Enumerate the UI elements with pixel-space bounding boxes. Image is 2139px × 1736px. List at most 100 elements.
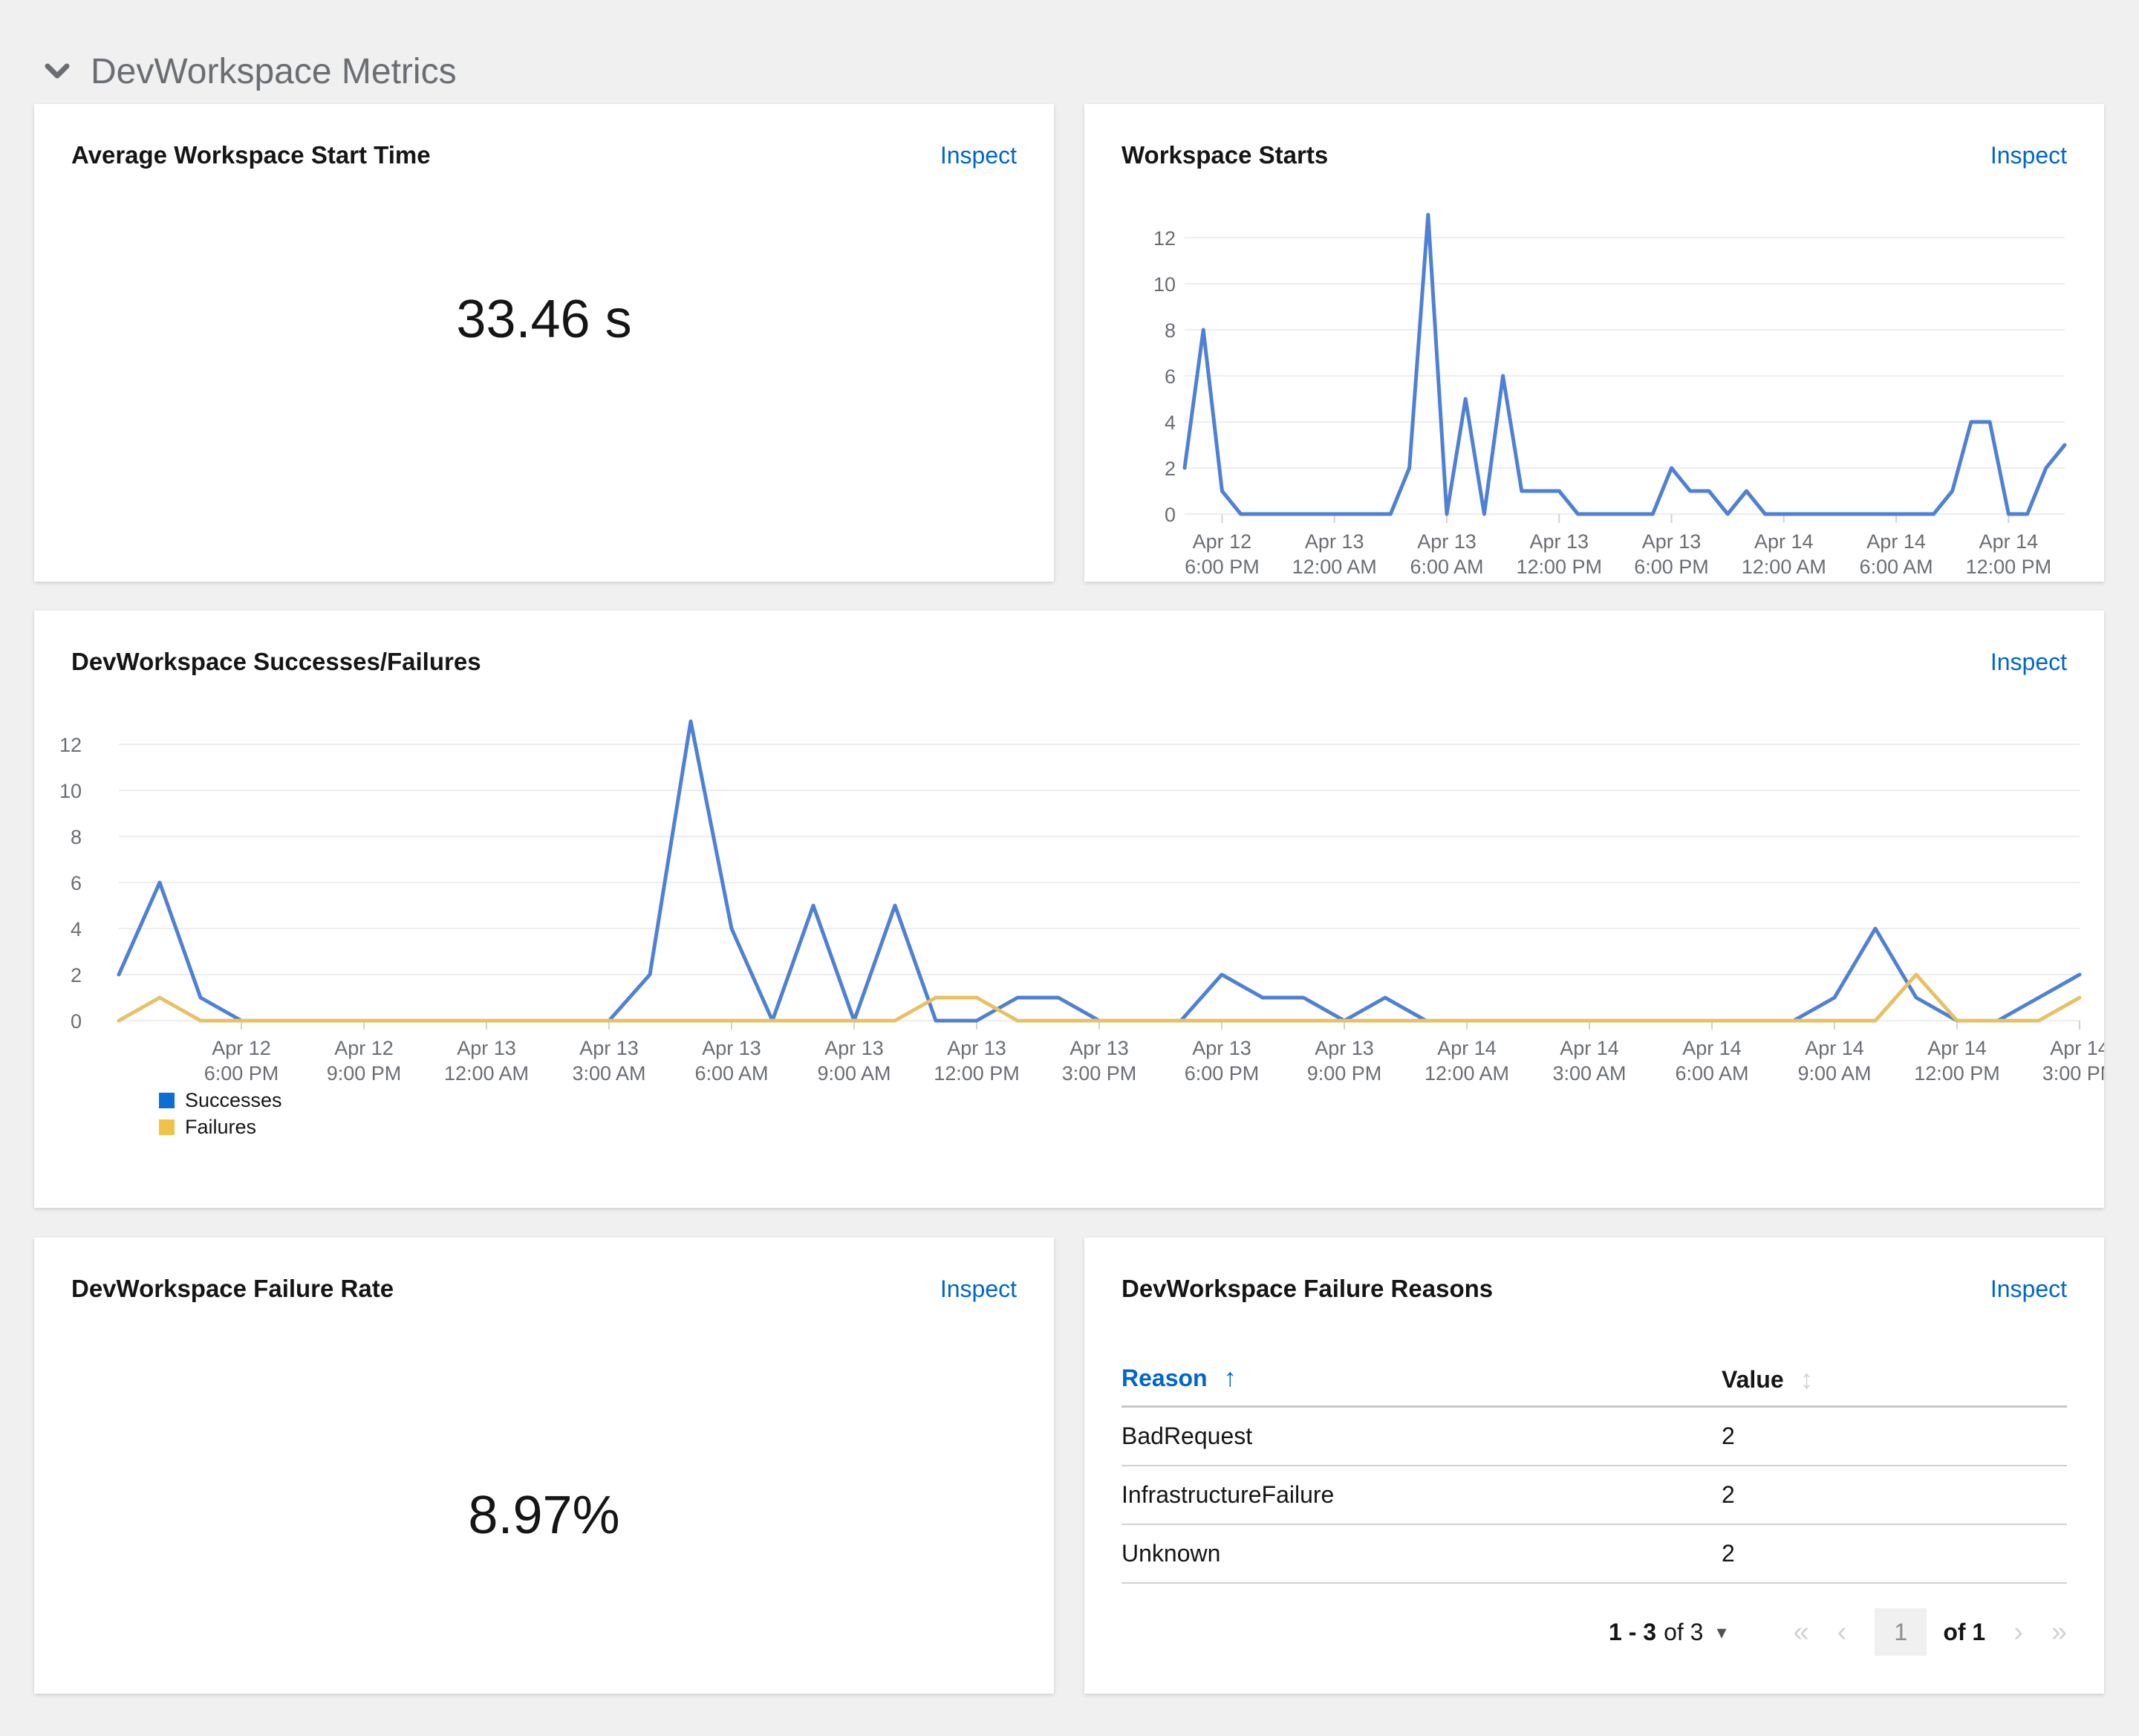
svg-text:6:00 PM: 6:00 PM	[204, 1062, 279, 1085]
card-title: DevWorkspace Failure Rate	[71, 1275, 394, 1302]
svg-text:Apr 14: Apr 14	[1805, 1037, 1864, 1059]
svg-text:9:00 AM: 9:00 AM	[1797, 1062, 1871, 1085]
pagination-range: 1 - 3	[1609, 1618, 1657, 1645]
inspect-link[interactable]: Inspect	[1990, 1275, 2067, 1302]
svg-text:6:00 AM: 6:00 AM	[694, 1062, 768, 1085]
sort-icon: ↕	[1800, 1364, 1814, 1394]
svg-text:10: 10	[59, 780, 82, 802]
table-row: Unknown 2	[1121, 1525, 2067, 1584]
angle-left-icon: ‹	[1837, 1616, 1847, 1648]
legend-label: Failures	[185, 1115, 257, 1138]
caret-down-icon: ▾	[1716, 1620, 1727, 1643]
card-devworkspace-successes-failures: DevWorkspace Successes/Failures Inspect …	[34, 611, 2117, 1208]
svg-text:Apr 13: Apr 13	[824, 1037, 884, 1059]
pagination-total-pages: of 1	[1943, 1618, 1986, 1645]
svg-text:3:00 PM: 3:00 PM	[1062, 1062, 1137, 1085]
svg-text:4: 4	[1165, 412, 1176, 434]
successes-failures-chart: 0 2 4 6 8 10 12 Apr 12 6:00 PM Apr 12 9:00 PM Apr 1…	[34, 700, 2117, 1105]
angle-double-left-icon: «	[1793, 1616, 1809, 1648]
inspect-link[interactable]: Inspect	[1990, 141, 2067, 169]
card-title: DevWorkspace Failure Reasons	[1121, 1275, 1494, 1302]
svg-text:Apr 14: Apr 14	[1437, 1037, 1497, 1059]
inspect-link[interactable]: Inspect	[940, 1275, 1017, 1302]
svg-text:0: 0	[71, 1010, 82, 1033]
first-page-button[interactable]: «	[1794, 1618, 1809, 1646]
svg-text:2: 2	[71, 964, 82, 986]
card-title: DevWorkspace Successes/Failures	[71, 648, 481, 675]
svg-text:Apr 14: Apr 14	[1866, 530, 1926, 553]
inspect-link[interactable]: Inspect	[940, 141, 1017, 169]
pagination: 1 - 3 of 3 ▾ « ‹ 1 of 1 › »	[1609, 1607, 2067, 1657]
svg-text:6: 6	[1165, 365, 1176, 388]
value-cell: 2	[1722, 1423, 1735, 1449]
svg-text:Apr 12: Apr 12	[1193, 530, 1252, 553]
svg-text:Apr 13: Apr 13	[1417, 530, 1477, 553]
svg-text:Apr 14: Apr 14	[2050, 1037, 2104, 1059]
svg-text:12:00 AM: 12:00 AM	[444, 1062, 529, 1085]
failure-rate-value: 8.97%	[468, 1486, 620, 1545]
average-start-time-value: 33.46 s	[456, 290, 632, 349]
section-header-devworkspace-metrics[interactable]: DevWorkspace Metrics	[45, 48, 457, 95]
column-header-value[interactable]: Value ↕	[1722, 1364, 1814, 1395]
value-cell: 2	[1722, 1481, 1735, 1508]
svg-text:3:00 AM: 3:00 AM	[572, 1062, 645, 1085]
section-title: DevWorkspace Metrics	[91, 51, 457, 91]
column-header-label: Reason	[1121, 1365, 1208, 1391]
card-average-workspace-start-time: Average Workspace Start Time Inspect 33.…	[34, 104, 1054, 582]
svg-text:2: 2	[1165, 458, 1176, 480]
card-title: Average Workspace Start Time	[71, 141, 431, 169]
chevron-down-icon	[45, 63, 70, 79]
current-page-input[interactable]: 1	[1875, 1608, 1927, 1656]
svg-text:10: 10	[1153, 273, 1176, 296]
svg-text:Apr 13: Apr 13	[457, 1037, 516, 1059]
inspect-link[interactable]: Inspect	[1990, 648, 2067, 675]
value-cell: 2	[1722, 1540, 1735, 1567]
svg-text:Apr 13: Apr 13	[702, 1037, 761, 1059]
svg-text:Apr 13: Apr 13	[1070, 1037, 1129, 1059]
svg-text:Apr 14: Apr 14	[1560, 1037, 1619, 1059]
svg-text:12:00 PM: 12:00 PM	[1516, 556, 1602, 578]
svg-text:Apr 14: Apr 14	[1927, 1037, 1987, 1059]
svg-text:12:00 AM: 12:00 AM	[1292, 556, 1377, 578]
table-row: BadRequest 2	[1121, 1408, 2067, 1466]
successes-failures-plot: 0 2 4 6 8 10 12 Apr 12 6:00 PM Apr 12 9:00 PM Apr 1…	[59, 719, 2117, 1085]
svg-text:6:00 AM: 6:00 AM	[1860, 556, 1933, 578]
table-row: InfrastructureFailure 2	[1121, 1466, 2067, 1525]
last-page-button[interactable]: »	[2051, 1618, 2067, 1646]
failure-reasons-table: Reason ↑ Value ↕ BadRequest 2 Infrastructu…	[1121, 1358, 2067, 1584]
svg-text:9:00 PM: 9:00 PM	[1307, 1062, 1382, 1085]
angle-double-right-icon: »	[2051, 1616, 2067, 1648]
svg-text:6:00 PM: 6:00 PM	[1185, 556, 1260, 578]
pagination-menu-toggle[interactable]: 1 - 3 of 3 ▾	[1609, 1619, 1726, 1646]
legend-item-successes: Successes	[159, 1088, 282, 1112]
legend-label: Successes	[185, 1088, 282, 1111]
svg-text:9:00 AM: 9:00 AM	[817, 1062, 891, 1085]
previous-page-button[interactable]: ‹	[1837, 1618, 1847, 1646]
svg-text:8: 8	[1165, 319, 1176, 342]
column-header-reason[interactable]: Reason ↑	[1121, 1364, 1237, 1393]
svg-text:Apr 14: Apr 14	[1979, 530, 2039, 553]
workspace-starts-chart: 0 2 4 6 8 10 12 Apr 12 6:00 PM Apr 13 12:00 AM Apr …	[1084, 193, 2104, 583]
svg-text:Apr 13: Apr 13	[1305, 530, 1364, 553]
svg-text:Apr 13: Apr 13	[1192, 1037, 1251, 1059]
svg-text:12: 12	[59, 734, 82, 756]
svg-text:12:00 PM: 12:00 PM	[1914, 1062, 2000, 1085]
svg-text:Apr 13: Apr 13	[947, 1037, 1006, 1059]
next-page-button[interactable]: ›	[2013, 1618, 2023, 1646]
svg-text:9:00 PM: 9:00 PM	[327, 1062, 402, 1085]
svg-text:3:00 AM: 3:00 AM	[1552, 1062, 1626, 1085]
column-header-label: Value	[1722, 1365, 1784, 1393]
workspace-starts-plot: 0 2 4 6 8 10 12 Apr 12 6:00 PM Apr 13 12:00 AM Apr …	[1153, 212, 2067, 578]
svg-text:12:00 AM: 12:00 AM	[1742, 556, 1826, 578]
svg-text:Apr 12: Apr 12	[212, 1037, 271, 1059]
svg-text:Apr 13: Apr 13	[1315, 1037, 1374, 1059]
card-workspace-starts: Workspace Starts Inspect 0 2 4 6 8 10 12 Apr 12…	[1084, 104, 2104, 582]
svg-text:Apr 14: Apr 14	[1754, 530, 1814, 553]
svg-text:0: 0	[1165, 504, 1176, 526]
reason-cell: Unknown	[1121, 1540, 1221, 1567]
svg-text:Apr 13: Apr 13	[1529, 530, 1589, 553]
card-title: Workspace Starts	[1121, 141, 1329, 169]
svg-text:Apr 12: Apr 12	[334, 1037, 394, 1059]
failures-legend-swatch-icon	[159, 1119, 175, 1135]
angle-right-icon: ›	[2013, 1616, 2023, 1648]
